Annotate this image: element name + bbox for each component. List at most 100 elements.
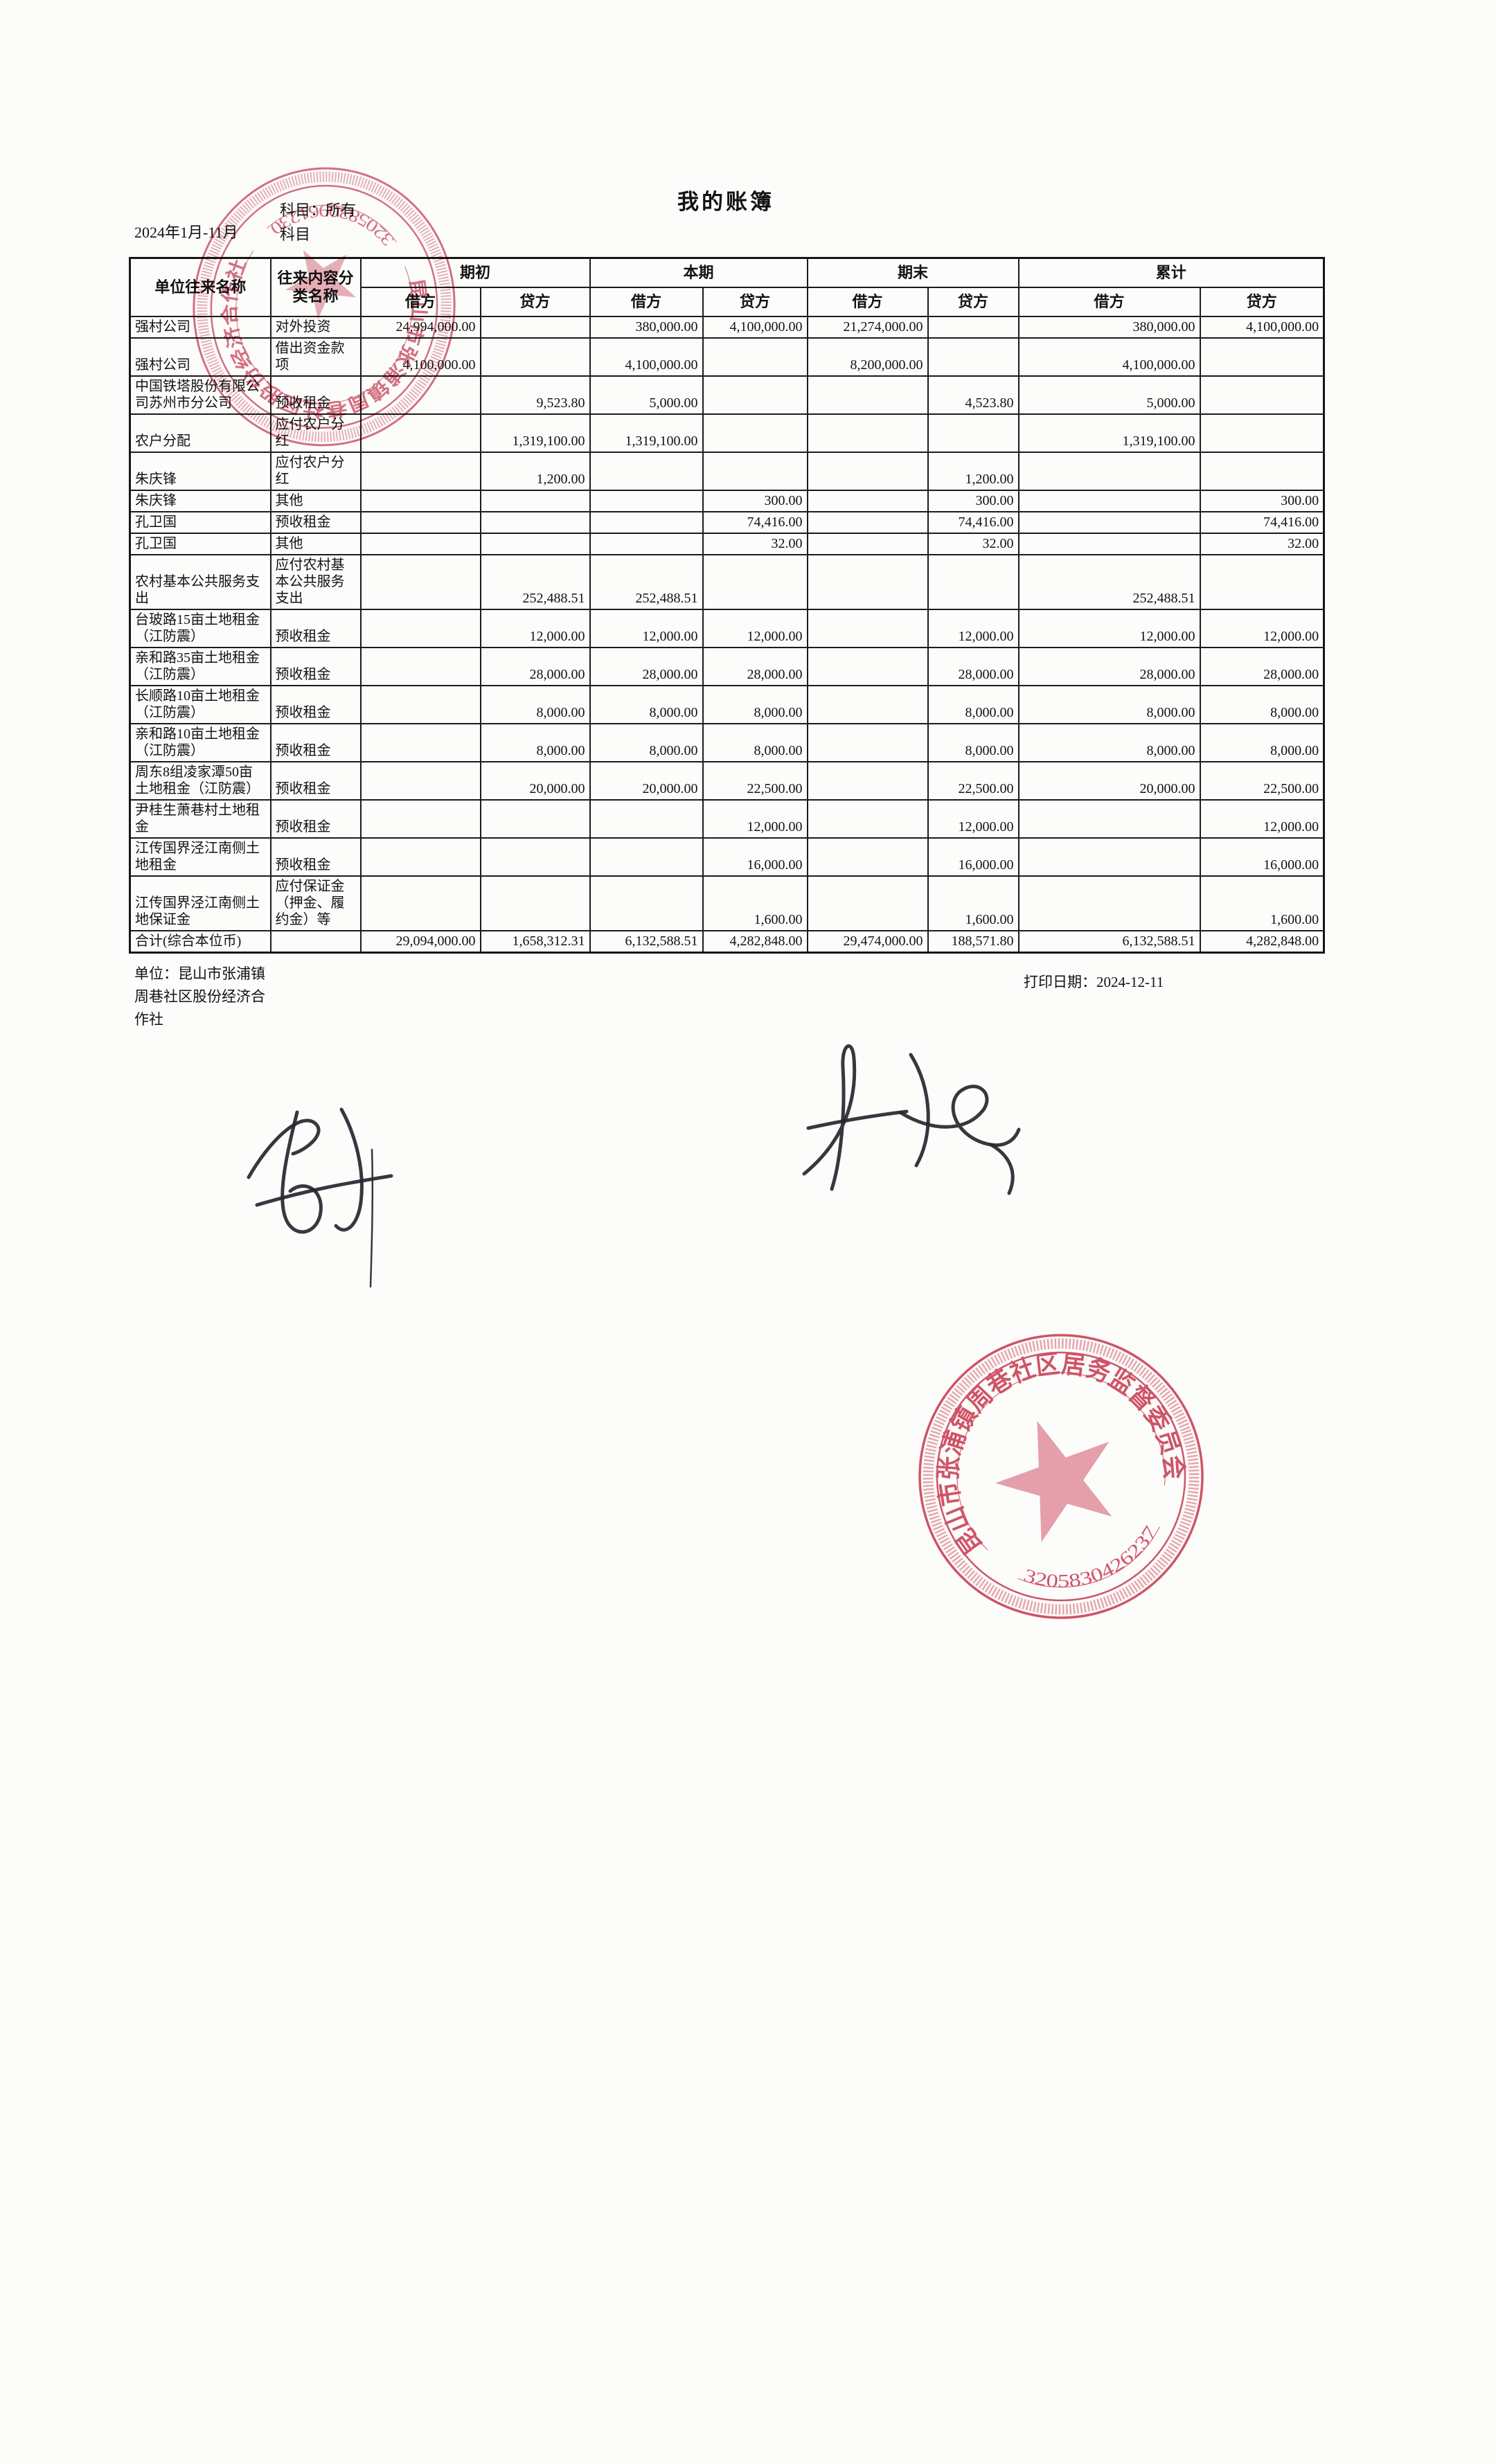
row-value — [479, 875, 591, 931]
subject-line-2: 科目 — [280, 226, 311, 243]
row-category: 预收租金 — [269, 837, 362, 877]
row-value: 252,488.51 — [1017, 554, 1201, 610]
row-name: 尹桂生萧巷村土地租金 — [129, 799, 271, 839]
row-value: 8,000.00 — [702, 723, 808, 762]
row-value: 8,000.00 — [589, 685, 704, 724]
row-name: 农村基本公共服务支出 — [129, 554, 271, 610]
subject-filter: 科目：所有 科目 — [280, 198, 356, 247]
ledger-table: 单位往来名称 往来内容分类名称 期初 本期 期末 累计 借方 贷方 借方 贷方 … — [129, 257, 1326, 954]
row-value — [1017, 837, 1201, 877]
row-name: 江传国界泾江南侧土地保证金 — [129, 875, 271, 931]
row-value — [1199, 337, 1325, 377]
row-value: 16,000.00 — [702, 837, 808, 877]
table-row: 江传国界泾江南侧土地保证金 应付保证金（押金、履约金）等 1,600.00 1,… — [129, 875, 1325, 931]
table-row: 农村基本公共服务支出 应付农村基本公共服务支出 252,488.51 252,4… — [129, 554, 1325, 610]
row-value — [1199, 554, 1325, 610]
row-value: 300.00 — [927, 490, 1019, 512]
row-value — [589, 511, 704, 534]
col-header-credit: 贷方 — [479, 287, 591, 317]
row-value: 6,132,588.51 — [589, 930, 704, 954]
row-value — [359, 799, 481, 839]
row-value: 5,000.00 — [589, 375, 704, 415]
row-value — [589, 490, 704, 512]
row-value: 1,600.00 — [1199, 875, 1325, 931]
table-row: 朱庆锋 其他 300.00 300.00 300.00 — [129, 490, 1325, 512]
row-value: 28,000.00 — [1017, 647, 1201, 686]
row-value: 4,100,000.00 — [702, 316, 808, 339]
row-value — [359, 837, 481, 877]
row-value: 21,274,000.00 — [806, 316, 929, 339]
row-value: 4,100,000.00 — [1199, 316, 1325, 339]
seal-star-icon — [285, 249, 357, 320]
row-value — [479, 799, 591, 839]
row-value: 8,000.00 — [1017, 685, 1201, 724]
row-value: 29,094,000.00 — [359, 930, 481, 954]
row-value — [359, 723, 481, 762]
row-value — [806, 761, 929, 801]
row-value: 5,000.00 — [1017, 375, 1201, 415]
row-value: 8,000.00 — [1199, 685, 1325, 724]
seal-star-icon — [995, 1420, 1112, 1542]
row-value — [806, 685, 929, 724]
row-value: 1,200.00 — [479, 452, 591, 491]
row-value: 4,100,000.00 — [1017, 337, 1201, 377]
row-value — [927, 316, 1019, 339]
print-date: 打印日期：2024-12-11 — [1024, 974, 1164, 990]
row-value — [702, 554, 808, 610]
header-row-groups: 单位往来名称 往来内容分类名称 期初 本期 期末 累计 — [129, 257, 1325, 317]
row-name: 合计(综合本位币) — [129, 930, 271, 954]
row-value — [927, 554, 1019, 610]
row-value: 12,000.00 — [702, 799, 808, 839]
row-value — [359, 609, 481, 648]
row-name: 周东8组凌家潭50亩土地租金（江防震） — [129, 761, 271, 801]
page-title: 我的账簿 — [677, 190, 774, 214]
row-value — [806, 511, 929, 534]
row-value — [359, 413, 481, 453]
row-value: 12,000.00 — [927, 609, 1019, 648]
col-header-debit: 借方 — [589, 287, 704, 317]
row-value: 8,000.00 — [1017, 723, 1201, 762]
row-value: 4,282,848.00 — [1199, 930, 1325, 954]
row-value — [479, 337, 591, 377]
row-category: 预收租金 — [269, 685, 362, 724]
row-value — [806, 554, 929, 610]
col-group-opening: 期初 — [359, 257, 591, 288]
row-value: 8,200,000.00 — [806, 337, 929, 377]
row-name: 强村公司 — [129, 337, 271, 377]
row-value — [806, 452, 929, 491]
row-value — [589, 875, 704, 931]
col-header-credit: 贷方 — [927, 287, 1019, 317]
row-value: 74,416.00 — [1199, 511, 1325, 534]
row-value: 1,600.00 — [927, 875, 1019, 931]
row-value: 188,571.80 — [927, 930, 1019, 954]
seal-number-text: 3205830961230 — [265, 195, 402, 251]
row-value — [806, 413, 929, 453]
table-row: 周东8组凌家潭50亩土地租金（江防震） 预收租金 20,000.00 20,00… — [129, 761, 1325, 801]
row-value — [1017, 511, 1201, 534]
row-value: 12,000.00 — [589, 609, 704, 648]
row-value: 28,000.00 — [927, 647, 1019, 686]
row-name: 中国铁塔股份有限公司苏州市分公司 — [129, 375, 271, 415]
row-value — [702, 375, 808, 415]
row-value: 1,319,100.00 — [589, 413, 704, 453]
table-row: 尹桂生萧巷村土地租金 预收租金 12,000.00 12,000.00 12,0… — [129, 799, 1325, 839]
row-category: 其他 — [269, 533, 362, 555]
row-value — [359, 875, 481, 931]
row-value: 32.00 — [702, 533, 808, 555]
row-name: 亲和路10亩土地租金（江防震） — [129, 723, 271, 762]
row-value — [359, 533, 481, 555]
row-value — [359, 452, 481, 491]
cooperative-seal: 昆山市张浦镇周巷社区股份经济合作社 3205830961230 — [193, 167, 456, 447]
row-name: 孔卫国 — [129, 511, 271, 534]
row-value — [479, 511, 591, 534]
col-group-current: 本期 — [589, 257, 808, 288]
row-category: 预收租金 — [269, 609, 362, 648]
row-value — [359, 761, 481, 801]
row-value — [806, 609, 929, 648]
row-category: 应付农村基本公共服务支出 — [269, 554, 362, 610]
table-row: 农户分配 应付农户分红 1,319,100.00 1,319,100.00 1,… — [129, 413, 1325, 453]
table-row: 中国铁塔股份有限公司苏州市分公司 预收租金 9,523.80 5,000.00 … — [129, 375, 1325, 415]
row-value: 20,000.00 — [589, 761, 704, 801]
row-value — [359, 554, 481, 610]
row-value: 4,100,000.00 — [589, 337, 704, 377]
